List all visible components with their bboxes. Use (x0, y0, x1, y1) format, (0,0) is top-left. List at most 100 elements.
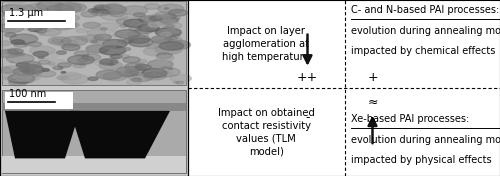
Circle shape (136, 64, 151, 70)
Circle shape (92, 7, 113, 14)
Circle shape (165, 37, 169, 38)
Circle shape (78, 58, 89, 62)
Circle shape (82, 54, 100, 61)
Circle shape (142, 69, 167, 78)
Circle shape (48, 60, 70, 67)
Circle shape (129, 26, 142, 31)
Text: 1.3 μm: 1.3 μm (9, 8, 43, 18)
Circle shape (62, 3, 86, 12)
Circle shape (101, 11, 128, 21)
Circle shape (123, 72, 137, 77)
Text: impacted by chemical effects: impacted by chemical effects (351, 46, 496, 56)
Circle shape (172, 17, 180, 20)
Circle shape (46, 2, 66, 9)
Circle shape (14, 42, 28, 47)
Circle shape (112, 35, 115, 36)
Circle shape (58, 16, 64, 18)
Circle shape (156, 53, 172, 59)
Circle shape (173, 81, 178, 83)
Circle shape (146, 27, 159, 31)
Circle shape (54, 13, 58, 14)
Circle shape (100, 5, 126, 14)
Circle shape (62, 44, 80, 51)
Circle shape (82, 56, 88, 58)
Circle shape (88, 9, 99, 12)
Circle shape (163, 71, 168, 73)
Text: Xe-based PAI processes:: Xe-based PAI processes: (351, 114, 469, 124)
Circle shape (155, 45, 182, 54)
Circle shape (54, 3, 82, 12)
Circle shape (148, 23, 162, 27)
Circle shape (8, 5, 30, 12)
Circle shape (118, 39, 132, 44)
Circle shape (142, 21, 147, 23)
Circle shape (61, 74, 88, 84)
Circle shape (144, 15, 172, 25)
Circle shape (160, 32, 172, 36)
Circle shape (116, 17, 141, 26)
Circle shape (122, 6, 148, 15)
Circle shape (128, 35, 150, 43)
Circle shape (48, 62, 55, 65)
Circle shape (90, 39, 105, 44)
Circle shape (94, 5, 110, 11)
Circle shape (162, 14, 176, 19)
Circle shape (57, 76, 68, 80)
Circle shape (6, 2, 28, 10)
FancyBboxPatch shape (2, 156, 186, 173)
Circle shape (33, 51, 48, 57)
Circle shape (110, 60, 118, 63)
Circle shape (91, 9, 110, 16)
Circle shape (52, 39, 63, 43)
Circle shape (0, 18, 24, 26)
Circle shape (156, 28, 182, 37)
Circle shape (4, 71, 32, 81)
Circle shape (44, 10, 60, 16)
Circle shape (115, 30, 140, 38)
Circle shape (168, 68, 173, 70)
Circle shape (68, 55, 94, 65)
Circle shape (62, 37, 88, 46)
Circle shape (129, 71, 138, 74)
Text: 100 nm: 100 nm (9, 89, 46, 99)
Circle shape (39, 26, 48, 29)
Circle shape (100, 59, 118, 65)
Circle shape (52, 23, 73, 30)
Circle shape (129, 73, 152, 82)
Circle shape (154, 67, 180, 77)
Circle shape (31, 24, 54, 32)
Circle shape (162, 67, 167, 68)
Text: -: - (305, 111, 310, 124)
Circle shape (136, 64, 140, 66)
Circle shape (28, 10, 42, 14)
Circle shape (52, 36, 56, 38)
Circle shape (134, 28, 152, 34)
Circle shape (32, 75, 38, 77)
Circle shape (138, 74, 143, 75)
FancyBboxPatch shape (5, 11, 75, 28)
Circle shape (166, 24, 174, 27)
Circle shape (100, 59, 114, 64)
Circle shape (10, 34, 38, 44)
Circle shape (96, 23, 118, 30)
Circle shape (101, 6, 114, 10)
Circle shape (124, 19, 147, 27)
Circle shape (22, 24, 41, 31)
Circle shape (100, 46, 126, 55)
Circle shape (38, 56, 44, 58)
Circle shape (151, 22, 156, 24)
Circle shape (60, 5, 81, 13)
Circle shape (165, 23, 182, 29)
Circle shape (99, 61, 122, 70)
Circle shape (43, 30, 46, 31)
Circle shape (122, 39, 133, 43)
Circle shape (24, 44, 27, 45)
Circle shape (150, 16, 162, 21)
Circle shape (116, 66, 144, 76)
Circle shape (108, 63, 114, 65)
Circle shape (152, 39, 176, 48)
FancyBboxPatch shape (2, 90, 186, 173)
Circle shape (151, 36, 172, 43)
Circle shape (6, 54, 34, 63)
Circle shape (14, 68, 36, 76)
